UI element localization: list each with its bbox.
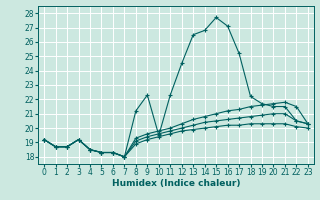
X-axis label: Humidex (Indice chaleur): Humidex (Indice chaleur)	[112, 179, 240, 188]
